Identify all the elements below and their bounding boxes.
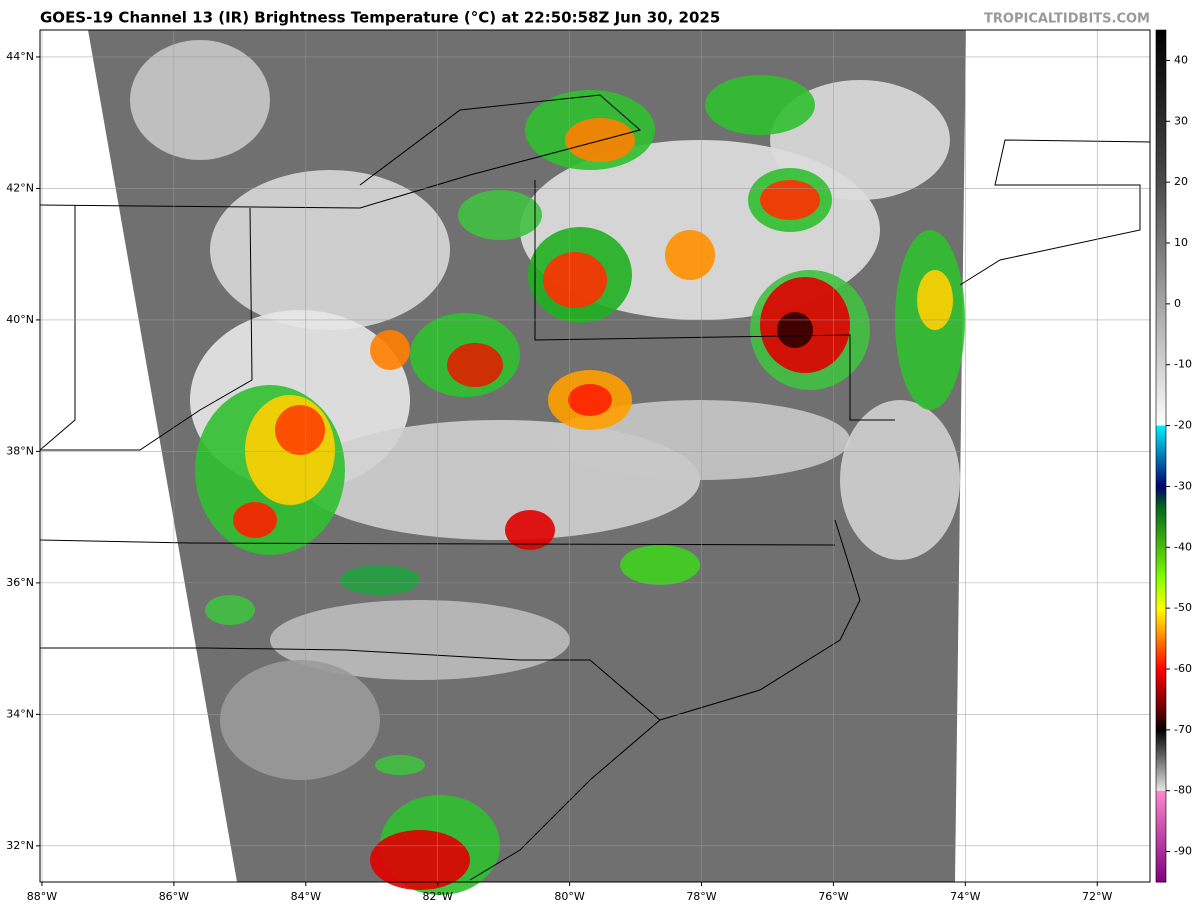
colorbar-segment <box>1156 504 1166 579</box>
cloud <box>770 80 950 200</box>
y-tick-label: 44°N <box>6 50 34 63</box>
colorbar-segment <box>1156 425 1166 487</box>
graticule <box>40 30 1150 882</box>
cloud <box>233 502 277 538</box>
state-border <box>39 205 207 649</box>
y-tick-label: 42°N <box>6 181 34 194</box>
state-border <box>40 207 253 451</box>
cloud <box>665 230 715 280</box>
cloud <box>270 600 570 680</box>
colorbar-tick-label: 40 <box>1174 53 1188 66</box>
state-border <box>189 542 836 546</box>
colorbar-frame <box>1155 29 1167 883</box>
x-tick-label: 86°W <box>159 890 189 903</box>
x-tick-label: 88°W <box>27 890 57 903</box>
cloud <box>620 545 700 585</box>
cloud <box>210 170 450 330</box>
colorbar-tick-label: -10 <box>1174 358 1192 371</box>
map <box>39 29 1151 895</box>
cloud <box>777 312 813 348</box>
x-tick-label: 72°W <box>1082 890 1112 903</box>
colorbar-segment <box>1156 30 1166 183</box>
y-tick-label: 38°N <box>6 444 34 457</box>
borders <box>39 94 1151 881</box>
colorbar-segment <box>1156 182 1166 427</box>
chart-title: GOES-19 Channel 13 (IR) Brightness Tempe… <box>40 9 720 27</box>
cloud <box>565 118 635 162</box>
cloud <box>505 510 555 550</box>
cloud <box>340 565 420 595</box>
cloud <box>458 190 542 240</box>
state-border <box>534 180 895 421</box>
colorbar-tick-label: 0 <box>1174 297 1181 310</box>
cloud <box>543 252 607 308</box>
watermark: TROPICALTIDBITS.COM <box>984 12 1150 27</box>
cloud <box>447 343 503 387</box>
colorbar-segment <box>1156 577 1166 609</box>
y-tick-label: 40°N <box>6 313 34 326</box>
cloud <box>917 270 953 330</box>
y-tick-label: 34°N <box>6 707 34 720</box>
colorbar-tick-label: -80 <box>1174 784 1192 797</box>
cloud <box>220 660 380 780</box>
y-tick-label: 32°N <box>6 839 34 852</box>
cloud <box>370 330 410 370</box>
colorbar-tick-label: 20 <box>1174 175 1188 188</box>
colorbar-segment <box>1156 638 1166 670</box>
x-tick-label: 76°W <box>818 890 848 903</box>
coastline <box>469 519 861 881</box>
cloud <box>375 755 425 775</box>
colorbar: 40 30 20 10 0 -10 -20 -30 -40 -50 -60 -70 -80 -90 <box>1155 29 1192 883</box>
colorbar-segment <box>1156 669 1166 713</box>
colorbar-tick-label: -40 <box>1174 540 1192 553</box>
colorbar-tick-label: -30 <box>1174 479 1192 492</box>
colorbar-segment <box>1156 790 1166 883</box>
map-frame <box>39 29 1151 883</box>
colorbar-segment <box>1156 711 1166 731</box>
cloud <box>840 400 960 560</box>
state-border <box>206 647 661 721</box>
cloud <box>705 75 815 135</box>
colorbar-tick-label: -90 <box>1174 845 1192 858</box>
cloud <box>568 384 612 416</box>
colorbar-segment <box>1156 608 1166 640</box>
x-tick-label: 78°W <box>686 890 716 903</box>
colorbar-tick-label: -50 <box>1174 601 1192 614</box>
cloud <box>205 595 255 625</box>
colorbar-tick-label: 30 <box>1174 114 1188 127</box>
x-tick-label: 74°W <box>950 890 980 903</box>
colorbar-tick-label: -60 <box>1174 662 1192 675</box>
colorbar-tick-label: -70 <box>1174 723 1192 736</box>
colorbar-segment <box>1156 486 1166 506</box>
state-border <box>959 139 1151 286</box>
cloud <box>130 40 270 160</box>
y-tick-label: 36°N <box>6 576 34 589</box>
cloud <box>370 830 470 890</box>
cloud-field <box>130 40 965 895</box>
cloud <box>550 400 850 480</box>
x-tick-label: 84°W <box>291 890 321 903</box>
colorbar-tick-label: -20 <box>1174 419 1192 432</box>
lake-shore <box>39 94 642 209</box>
x-tick-label: 80°W <box>554 890 584 903</box>
colorbar-tick-label: 10 <box>1174 236 1188 249</box>
cloud <box>275 405 325 455</box>
colorbar-segment <box>1156 729 1166 792</box>
x-tick-label: 82°W <box>423 890 453 903</box>
cloud <box>760 180 820 220</box>
